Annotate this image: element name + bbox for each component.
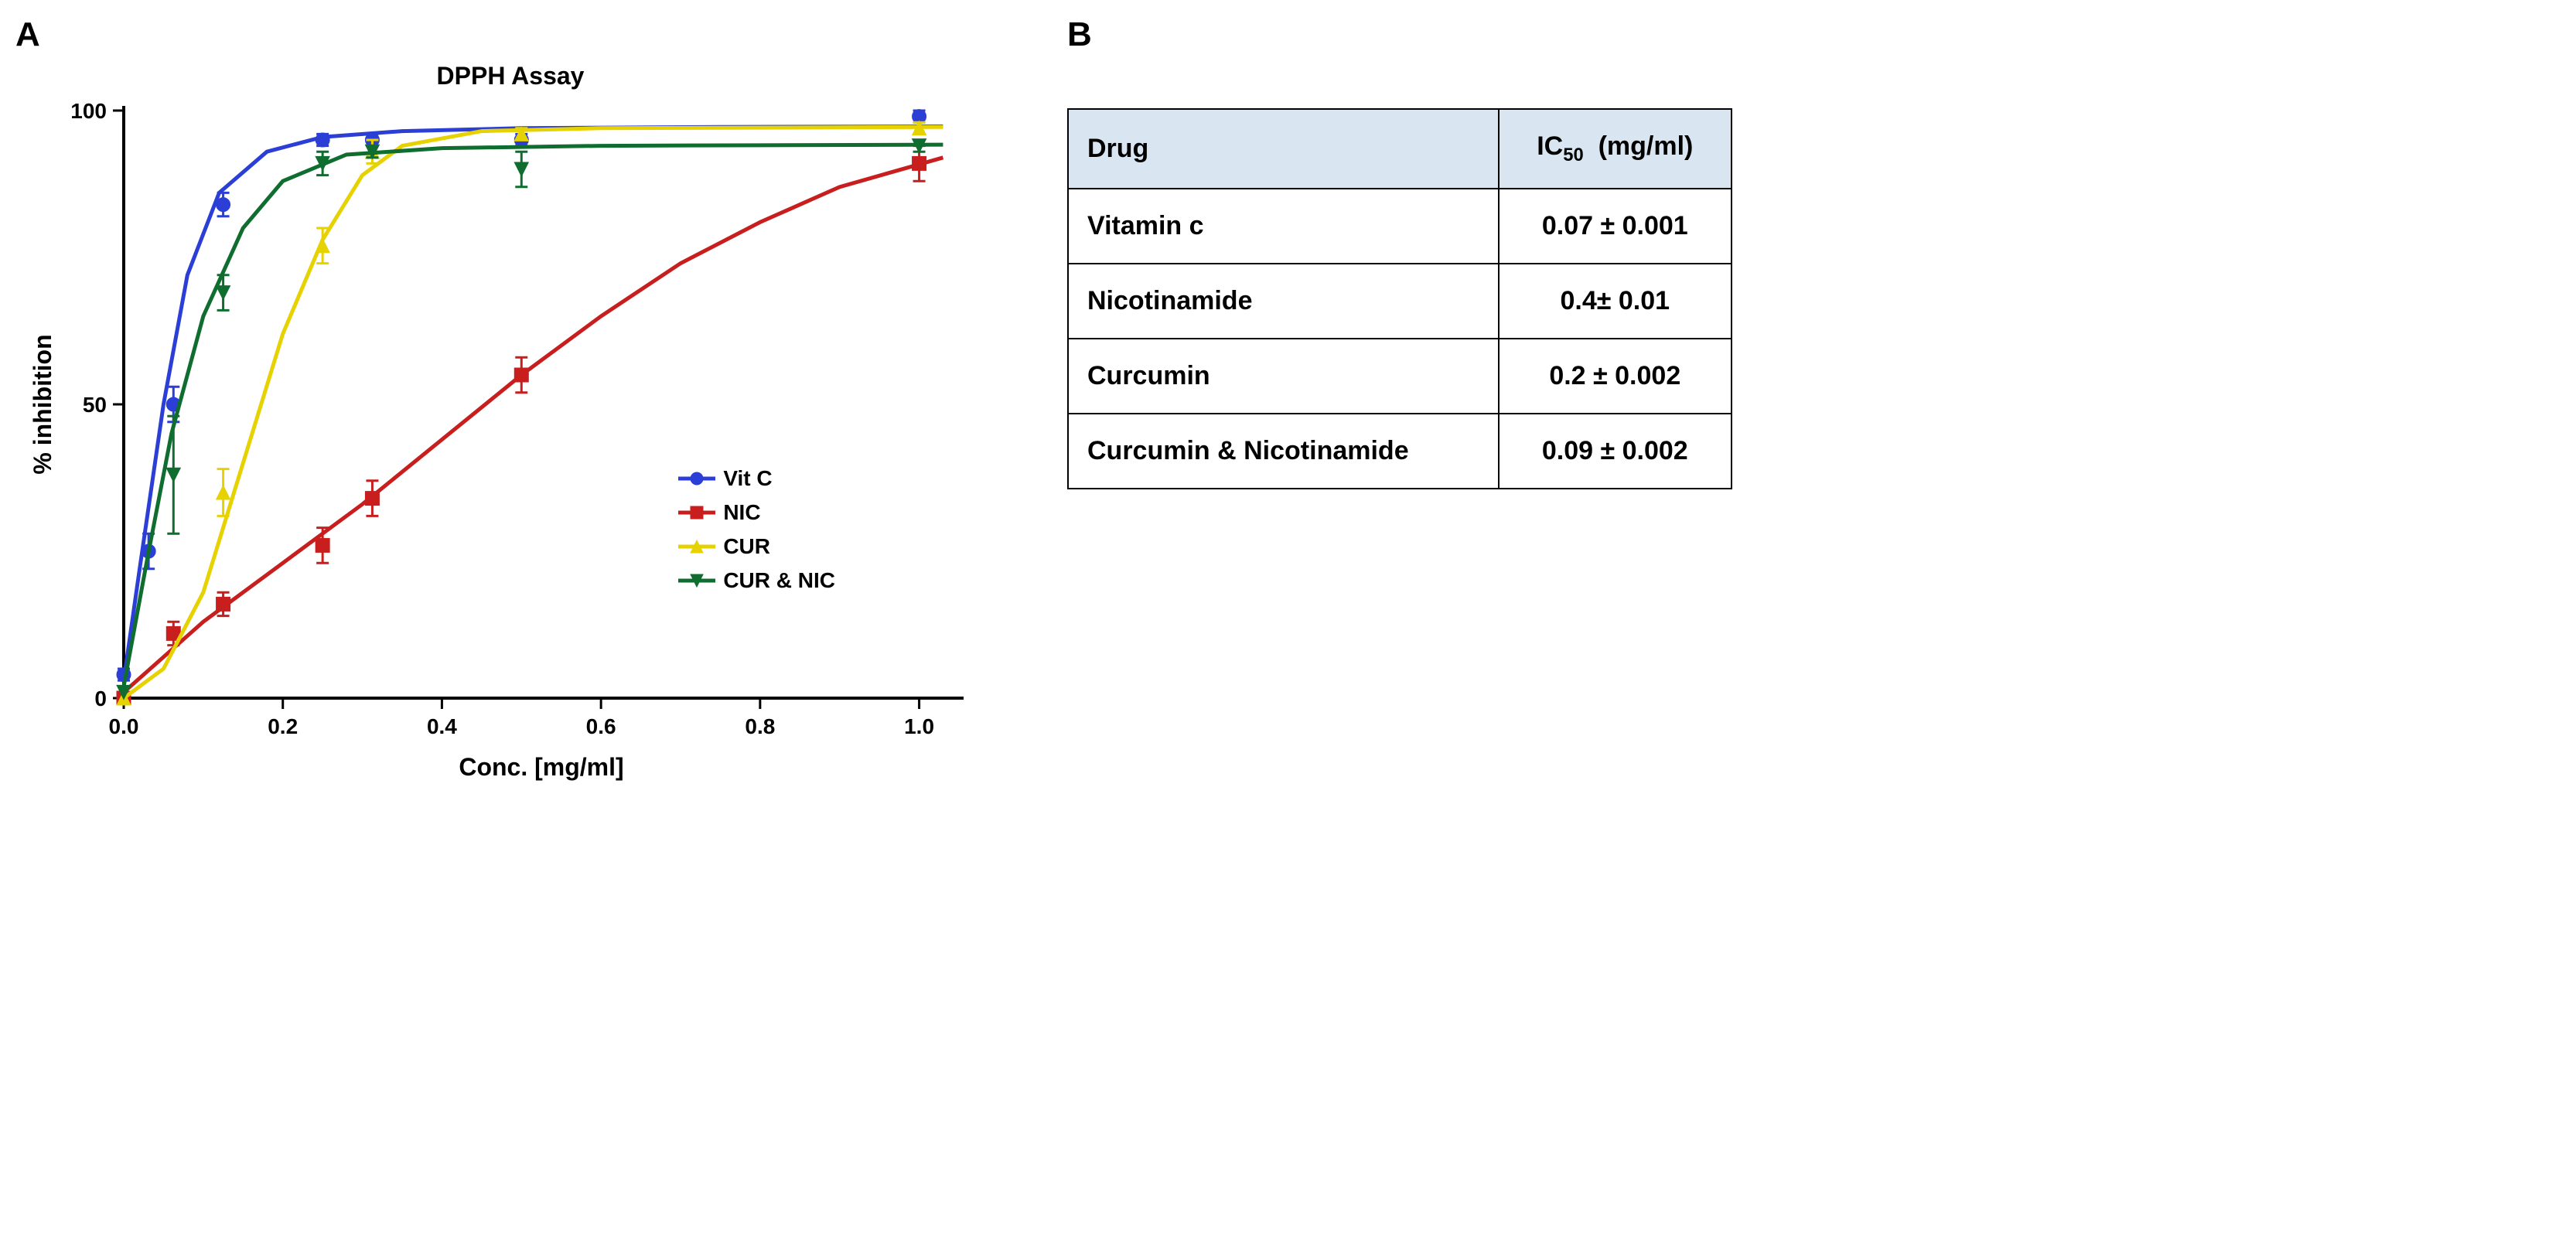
table-cell-drug: Curcumin & Nicotinamide bbox=[1068, 414, 1499, 489]
panel-b: B DrugIC50 (mg/ml) Vitamin c0.07 ± 0.001… bbox=[1067, 15, 1732, 489]
legend-label: CUR bbox=[723, 534, 770, 559]
dpph-chart: DPPH Assay 0 50 100 0.0 0.2 0.4 0.6 0.8 1.0 % inh… bbox=[15, 62, 1005, 806]
table-cell-drug: Nicotinamide bbox=[1068, 264, 1499, 339]
legend-label: CUR & NIC bbox=[723, 568, 835, 593]
table-cell-drug: Curcumin bbox=[1068, 339, 1499, 414]
panel-a-label: A bbox=[15, 15, 1005, 54]
svg-text:0.8: 0.8 bbox=[745, 714, 775, 738]
svg-text:% inhibition: % inhibition bbox=[29, 334, 56, 474]
chart-title: DPPH Assay bbox=[15, 62, 1005, 90]
legend-item: Vit C bbox=[678, 466, 835, 491]
table-cell-drug: Vitamin c bbox=[1068, 189, 1499, 264]
svg-text:0.2: 0.2 bbox=[268, 714, 298, 738]
table-cell-ic50: 0.09 ± 0.002 bbox=[1499, 414, 1732, 489]
table-cell-ic50: 0.4± 0.01 bbox=[1499, 264, 1732, 339]
legend-item: CUR bbox=[678, 534, 835, 559]
legend-label: NIC bbox=[723, 500, 760, 525]
table-cell-ic50: 0.07 ± 0.001 bbox=[1499, 189, 1732, 264]
table-row: Curcumin0.2 ± 0.002 bbox=[1068, 339, 1732, 414]
table-header-ic50: IC50 (mg/ml) bbox=[1499, 109, 1732, 189]
svg-text:Conc. [mg/ml]: Conc. [mg/ml] bbox=[459, 753, 623, 781]
panel-b-label: B bbox=[1067, 15, 1732, 54]
svg-text:1.0: 1.0 bbox=[904, 714, 934, 738]
svg-text:0.0: 0.0 bbox=[109, 714, 139, 738]
svg-text:50: 50 bbox=[83, 393, 107, 417]
svg-text:0.4: 0.4 bbox=[427, 714, 457, 738]
legend-item: CUR & NIC bbox=[678, 568, 835, 593]
table-row: Curcumin & Nicotinamide0.09 ± 0.002 bbox=[1068, 414, 1732, 489]
chart-svg: 0 50 100 0.0 0.2 0.4 0.6 0.8 1.0 % inhibition Conc… bbox=[15, 95, 1005, 806]
panel-a: A DPPH Assay 0 50 100 0.0 0.2 0.4 0.6 0.8 1.0 % i… bbox=[15, 15, 1005, 806]
chart-legend: Vit C NIC CUR CUR & NIC bbox=[678, 466, 835, 602]
svg-text:0.6: 0.6 bbox=[586, 714, 616, 738]
table-row: Vitamin c0.07 ± 0.001 bbox=[1068, 189, 1732, 264]
svg-text:0: 0 bbox=[94, 687, 107, 710]
ic50-table: DrugIC50 (mg/ml) Vitamin c0.07 ± 0.001Ni… bbox=[1067, 108, 1732, 489]
legend-label: Vit C bbox=[723, 466, 772, 491]
table-header-drug: Drug bbox=[1068, 109, 1499, 189]
figure-wrap: A DPPH Assay 0 50 100 0.0 0.2 0.4 0.6 0.8 1.0 % i… bbox=[15, 15, 2561, 806]
legend-item: NIC bbox=[678, 500, 835, 525]
table-row: Nicotinamide0.4± 0.01 bbox=[1068, 264, 1732, 339]
table-cell-ic50: 0.2 ± 0.002 bbox=[1499, 339, 1732, 414]
svg-text:100: 100 bbox=[70, 99, 107, 123]
